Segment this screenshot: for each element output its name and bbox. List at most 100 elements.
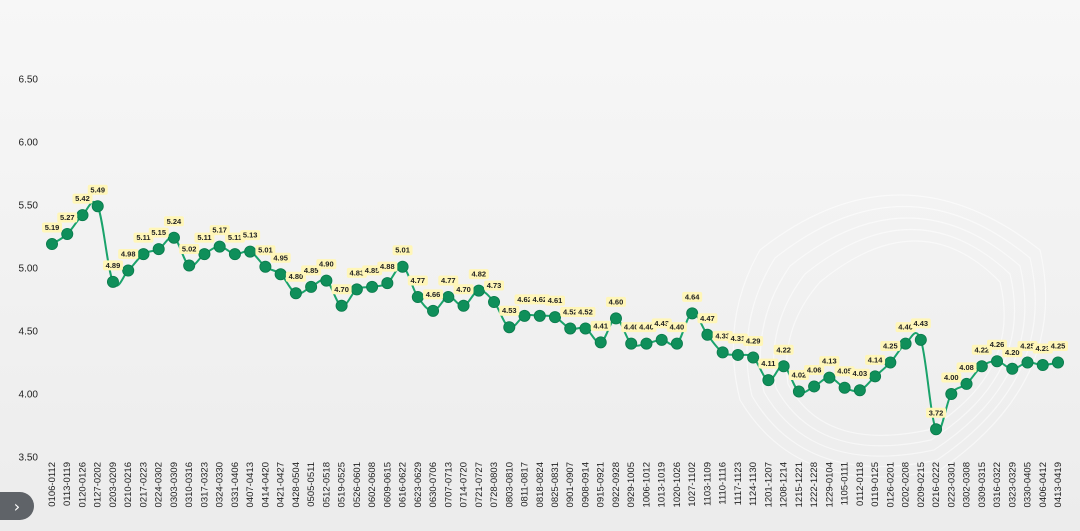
data-label: 4.40 — [895, 322, 916, 333]
data-point — [792, 385, 805, 398]
data-label-text: 5.11 — [228, 233, 242, 242]
x-tick-label: 0217-0223 — [138, 462, 149, 507]
data-point — [991, 355, 1004, 368]
data-label: 4.77 — [407, 275, 428, 286]
x-tick-label: 0915-0921 — [596, 462, 607, 507]
x-tick-label: 0908-0914 — [580, 462, 591, 507]
data-label-background — [621, 322, 642, 333]
data-label-background — [1002, 347, 1023, 358]
data-label-background — [560, 306, 581, 317]
data-label-text: 4.06 — [807, 365, 822, 374]
data-label-background — [987, 339, 1008, 350]
data-label: 5.02 — [179, 243, 200, 254]
x-tick-label: 1229-0104 — [824, 462, 835, 507]
x-tick-label: 0120-0126 — [77, 462, 88, 507]
data-label: 5.11 — [194, 232, 215, 243]
data-label-text: 5.15 — [151, 228, 166, 237]
data-label-background — [224, 232, 245, 243]
x-axis: 0106-0112 0113-0119 0120-0126 0127-0202 0203… — [47, 462, 1064, 507]
x-tick-label: 0428-0504 — [291, 462, 302, 507]
data-label-background — [42, 222, 62, 233]
data-label-text: 4.05 — [837, 367, 852, 376]
data-label-background — [727, 333, 748, 344]
x-tick-label: 0309-0315 — [977, 462, 988, 507]
x-tick-label: 0303-0309 — [169, 462, 180, 507]
x-tick-label: 1013-1019 — [657, 462, 668, 507]
next-arrow-button[interactable]: › — [0, 492, 34, 520]
data-label-text: 4.53 — [502, 306, 517, 315]
data-label: 4.70 — [453, 284, 474, 295]
x-tick-label: 0803-0810 — [504, 462, 515, 507]
data-label: 4.22 — [971, 344, 992, 355]
data-label-text: 5.11 — [136, 233, 150, 242]
data-point — [396, 260, 409, 273]
data-label-text: 4.14 — [868, 355, 883, 364]
data-point — [244, 245, 257, 258]
data-label-text: 4.20 — [1005, 348, 1020, 357]
data-label: 5.15 — [148, 227, 169, 238]
x-tick-label: 0922-0928 — [611, 462, 622, 507]
data-label-text: 4.66 — [426, 290, 441, 299]
data-point — [975, 360, 988, 373]
y-tick-label: 6.50 — [19, 75, 39, 86]
x-tick-label: 0310-0316 — [184, 462, 195, 507]
x-tick-label: 0223-0301 — [946, 462, 957, 507]
data-label-text: 5.24 — [167, 217, 182, 226]
data-label: 4.61 — [545, 295, 565, 306]
data-label: 5.24 — [163, 216, 184, 227]
x-tick-label: 0602-0608 — [367, 462, 378, 507]
data-label-background — [880, 341, 901, 351]
data-label: 4.26 — [987, 339, 1008, 350]
data-label: 3.72 — [926, 407, 947, 418]
data-label: 5.01 — [255, 245, 276, 256]
x-tick-label: 0512-0518 — [321, 462, 332, 507]
data-label: 4.52 — [575, 306, 596, 317]
data-label: 5.13 — [240, 230, 261, 241]
data-label-text: 4.25 — [883, 342, 898, 351]
data-label-text: 4.77 — [411, 276, 426, 285]
data-label-text: 5.01 — [258, 246, 273, 255]
data-point — [594, 336, 607, 349]
data-point — [533, 309, 546, 322]
data-label-text: 4.00 — [944, 373, 959, 382]
data-labels: 5.195.275.425.494.894.985.115.155.245.02… — [42, 184, 1068, 418]
data-label: 5.11 — [224, 232, 245, 243]
data-label: 4.70 — [331, 284, 352, 295]
data-point — [945, 387, 958, 400]
x-tick-label: 0216-0222 — [931, 462, 942, 507]
data-label: 4.25 — [880, 341, 901, 351]
data-point — [1036, 359, 1049, 372]
data-point — [91, 200, 104, 213]
data-point — [838, 381, 851, 394]
data-label-background — [605, 296, 626, 307]
data-label-text: 4.80 — [289, 272, 304, 281]
data-label: 4.83 — [346, 267, 367, 278]
data-point — [914, 333, 927, 346]
x-tick-label: 0421-0427 — [276, 462, 287, 507]
data-label-text: 5.01 — [395, 246, 410, 255]
data-label-text: 4.43 — [654, 319, 669, 328]
data-label-text: 4.40 — [624, 323, 639, 332]
x-tick-label: 0616-0622 — [398, 462, 409, 507]
data-point — [1052, 356, 1065, 369]
data-point — [76, 209, 89, 222]
data-label-background — [834, 366, 855, 377]
data-label-text: 4.70 — [456, 285, 471, 294]
x-tick-label: 0825-0831 — [550, 462, 561, 507]
data-point — [579, 322, 592, 335]
data-label-background — [514, 294, 535, 305]
data-label: 4.08 — [956, 362, 977, 373]
data-point — [518, 309, 531, 322]
x-tick-label: 0707-0713 — [443, 462, 454, 507]
data-point — [457, 299, 470, 312]
data-label-background — [545, 295, 565, 306]
data-point — [305, 280, 318, 293]
data-label-text: 5.11 — [197, 233, 211, 242]
data-label-background — [285, 271, 306, 282]
x-tick-label: 0901-0907 — [565, 462, 576, 507]
x-tick-label: 0630-0706 — [428, 462, 439, 507]
data-point — [228, 248, 241, 261]
data-label: 4.43 — [651, 318, 672, 329]
data-point — [686, 307, 699, 320]
data-label-text: 4.33 — [715, 331, 730, 340]
